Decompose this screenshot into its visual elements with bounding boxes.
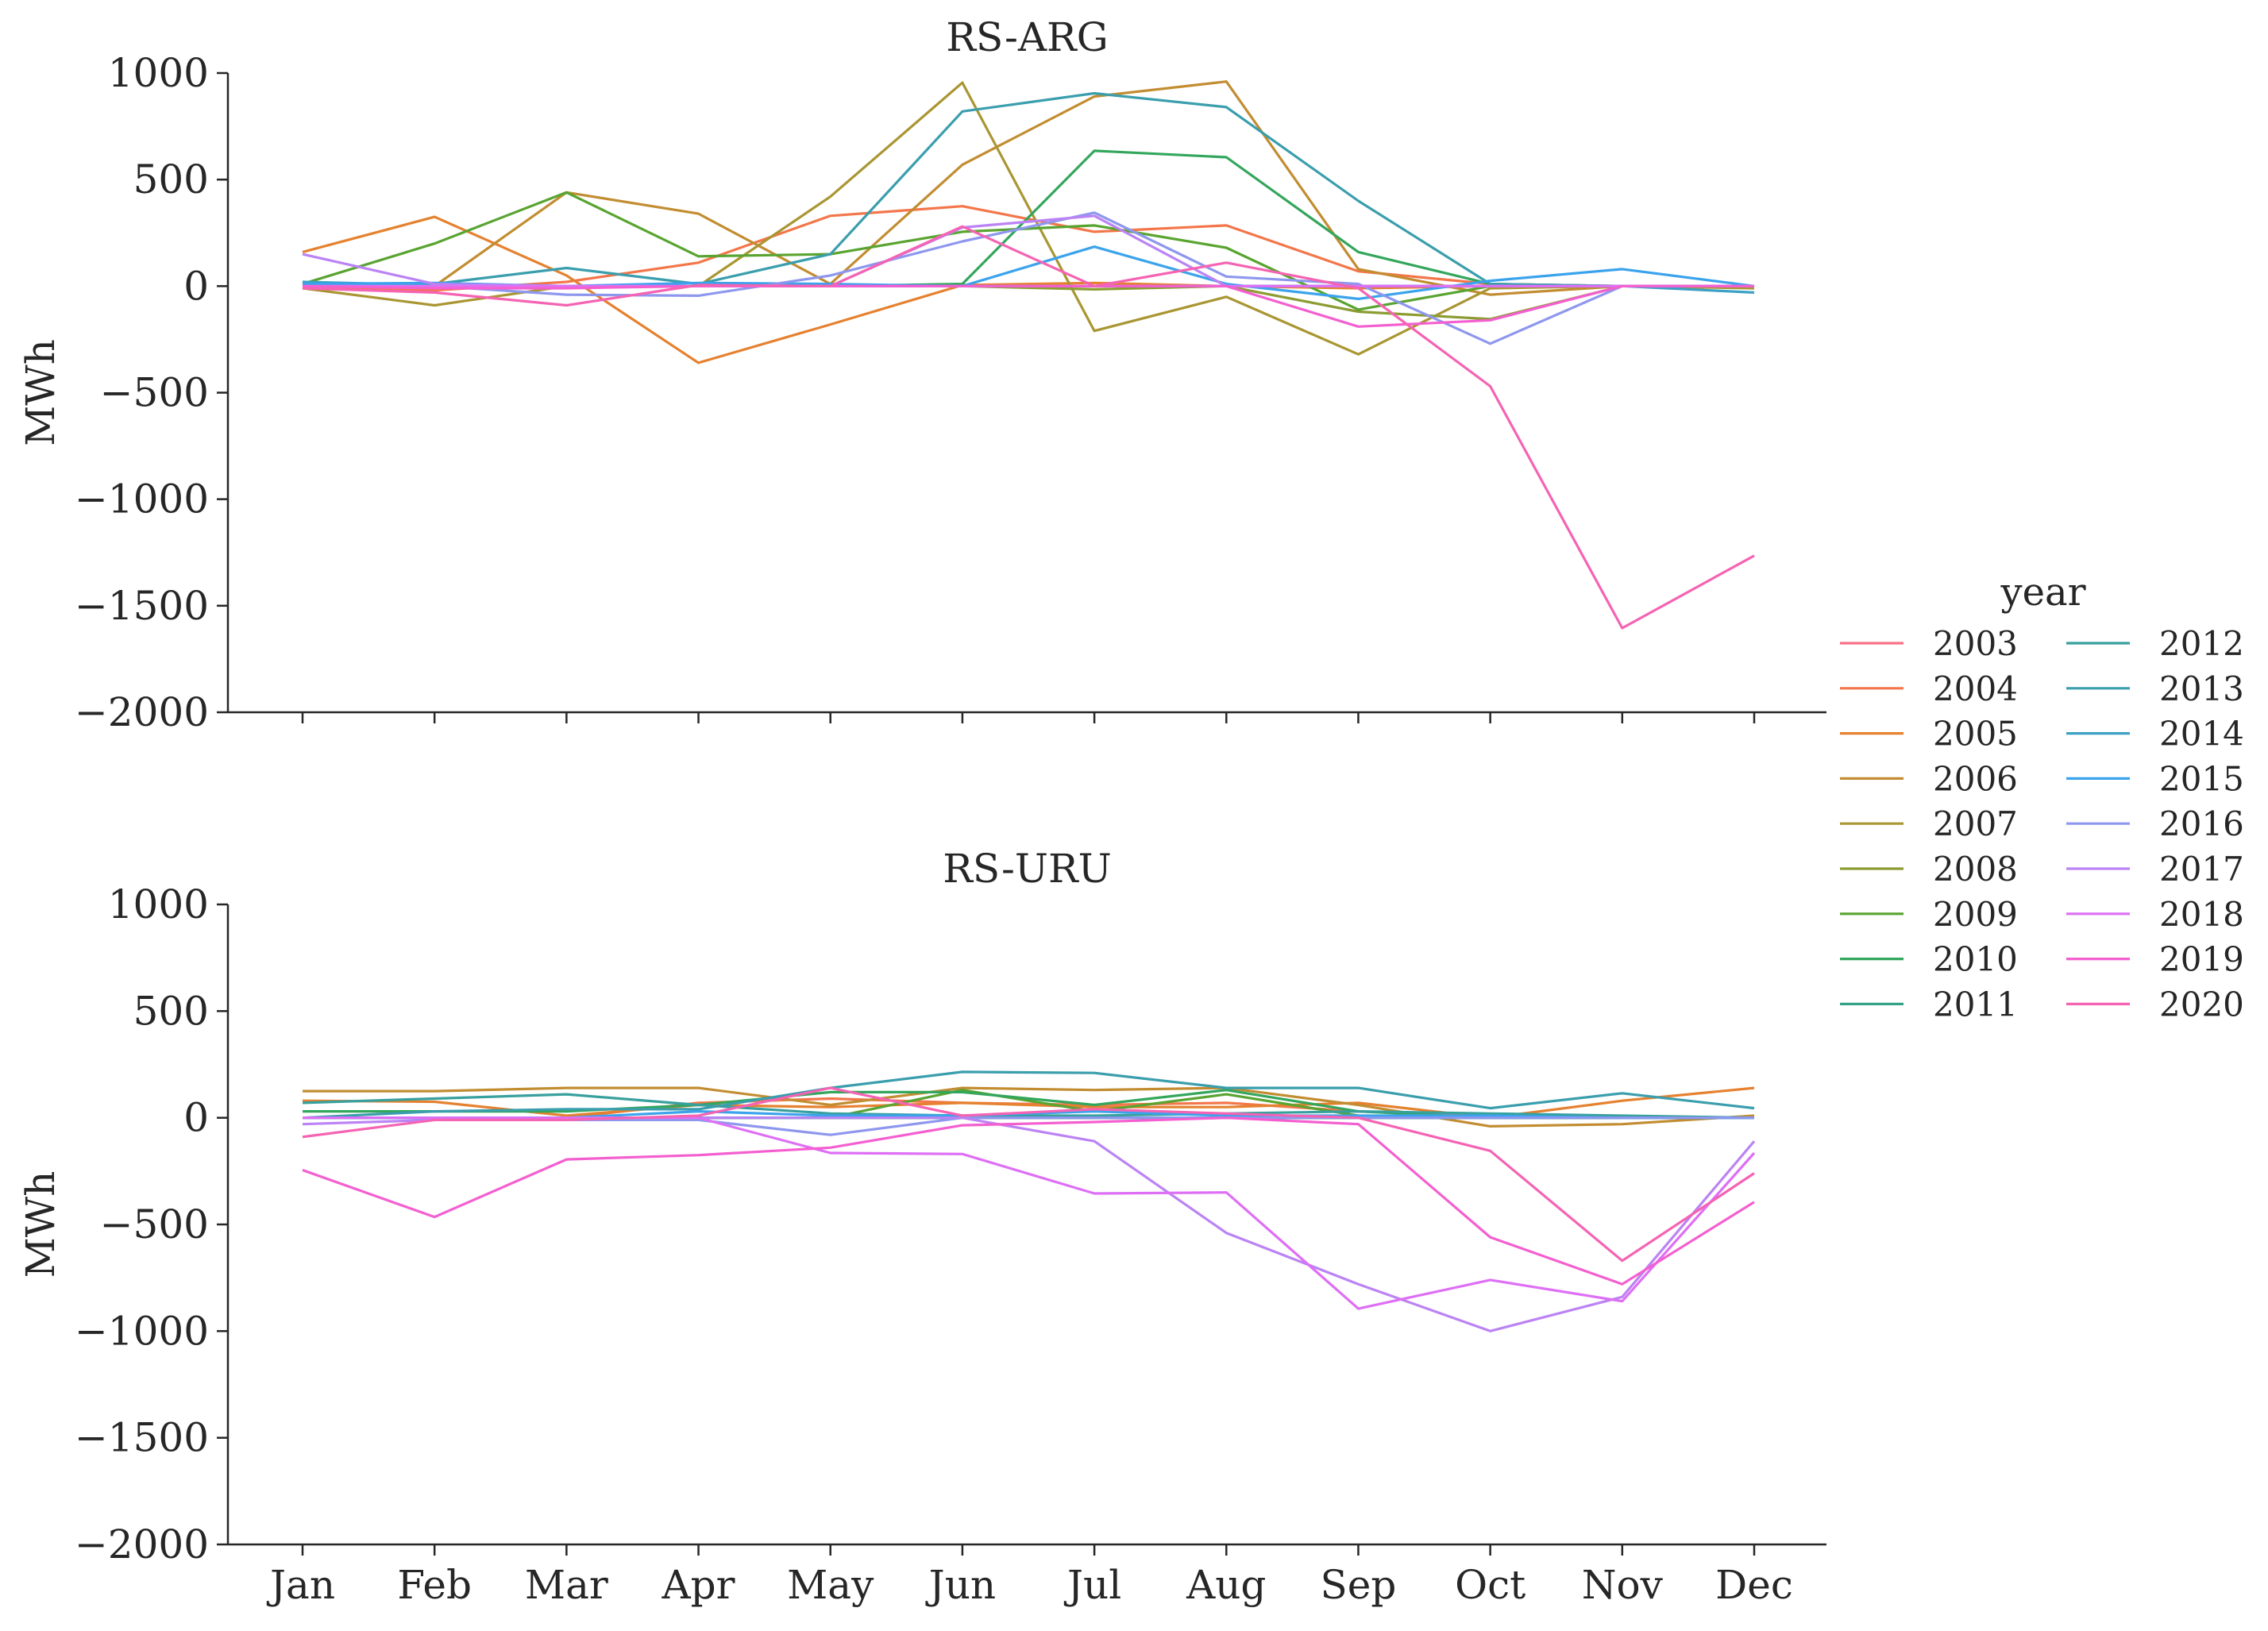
legend-label: 2004 (1933, 669, 2018, 708)
legend-item-2005: 2005 (1840, 715, 2018, 754)
y-tick-label: 1000 (108, 881, 209, 927)
y-tick-label: −1500 (75, 1415, 209, 1461)
series-line-2019 (302, 284, 1754, 328)
y-tick-label: 500 (133, 988, 209, 1034)
legend-label: 2019 (2159, 940, 2244, 979)
legend-item-2020: 2020 (2066, 985, 2244, 1024)
x-tick-label-mar: Mar (525, 1562, 608, 1608)
legend-label: 2018 (2159, 895, 2244, 934)
legend-item-2004: 2004 (1840, 669, 2018, 708)
series-line-2020 (302, 1086, 1755, 1263)
series-line-2020 (302, 225, 1755, 630)
legend-item-2006: 2006 (1840, 759, 2018, 798)
legend-label: 2007 (1933, 804, 2018, 843)
x-tick-label-aug: Aug (1186, 1562, 1266, 1608)
legend-item-2011: 2011 (1840, 985, 2018, 1024)
x-tick-label-may: May (787, 1562, 874, 1608)
y-axis-label: MWh (17, 339, 64, 446)
legend: year 2003 2004 2005 2006 2007 2008 2009 2010 201… (1840, 570, 2244, 1024)
legend-label: 2008 (1933, 850, 2018, 889)
series-line-2018 (303, 1116, 1756, 1310)
legend-label: 2013 (2159, 669, 2244, 708)
legend-item-2014: 2014 (2066, 715, 2244, 754)
y-tick-label: −1000 (75, 1308, 209, 1354)
legend-label: 2003 (1933, 624, 2018, 663)
y-tick-label: −2000 (75, 1521, 209, 1567)
legend-item-2015: 2015 (2066, 759, 2244, 798)
legend-item-2013: 2013 (2066, 669, 2244, 708)
series-line-2005 (302, 215, 1754, 364)
legend-label: 2005 (1933, 715, 2018, 754)
series-line-2019 (302, 1116, 1755, 1286)
legend-label: 2009 (1933, 895, 2018, 934)
y-tick-label: 1000 (108, 50, 209, 96)
series-line-2017 (302, 1116, 1756, 1332)
legend-item-2008: 2008 (1840, 850, 2018, 889)
x-tick-label-feb: Feb (397, 1562, 472, 1608)
x-tick-label-nov: Nov (1582, 1562, 1664, 1608)
legend-label: 2016 (2159, 804, 2244, 843)
legend-item-2017: 2017 (2066, 850, 2244, 889)
legend-item-2003: 2003 (1840, 624, 2018, 663)
y-tick-label: −500 (100, 1201, 209, 1247)
legend-item-2019: 2019 (2066, 940, 2244, 979)
legend-label: 2010 (1933, 940, 2018, 979)
legend-title: year (2000, 570, 2085, 615)
x-tick-label-jun: Jun (925, 1562, 996, 1608)
legend-label: 2017 (2159, 850, 2244, 889)
y-tick-label: −1000 (75, 476, 209, 522)
series-line-2012 (302, 1093, 1755, 1120)
legend-label: 2012 (2159, 624, 2244, 663)
series-line-2006 (303, 1086, 1755, 1128)
legend-label: 2011 (1933, 985, 2018, 1024)
legend-item-2018: 2018 (2066, 895, 2244, 934)
x-tick-label-dec: Dec (1715, 1562, 1793, 1608)
series-line-2013 (302, 91, 1754, 287)
y-tick-label: −500 (100, 370, 209, 416)
x-tick-label-sep: Sep (1321, 1562, 1397, 1608)
legend-item-2012: 2012 (2066, 624, 2244, 663)
x-tick-label-apr: Apr (662, 1562, 735, 1608)
legend-item-2009: 2009 (1840, 895, 2018, 934)
legend-item-2010: 2010 (1840, 940, 2018, 979)
y-tick-label: −2000 (75, 689, 209, 735)
y-tick-label: 500 (133, 156, 209, 202)
y-tick-label: 0 (183, 263, 209, 309)
panel-title: RS-URU (943, 846, 1112, 892)
x-tick-label-jul: Jul (1063, 1562, 1121, 1608)
legend-label: 2006 (1933, 759, 2018, 798)
legend-label: 2020 (2159, 985, 2244, 1024)
panel-0: RS-ARG MWh −2000 −1500 −1000 −500 0 500 1000 (17, 14, 1826, 735)
legend-label: 2014 (2159, 715, 2244, 754)
legend-item-2007: 2007 (1840, 804, 2018, 843)
series-line-2016 (303, 211, 1754, 345)
panel-1: RS-URU MWh −2000 −1500 −1000 −500 0 500 1000 Jan F… (17, 846, 1826, 1608)
y-axis-label: MWh (17, 1171, 64, 1278)
panel-title: RS-ARG (946, 14, 1108, 60)
series-line-2013 (302, 1070, 1755, 1120)
series-line-2006 (302, 80, 1754, 296)
legend-label: 2015 (2159, 759, 2244, 798)
y-tick-label: 0 (183, 1095, 209, 1141)
x-tick-label-oct: Oct (1455, 1562, 1526, 1608)
x-tick-label-jan: Jan (266, 1562, 335, 1608)
y-tick-label: −1500 (75, 583, 209, 629)
legend-item-2016: 2016 (2066, 804, 2244, 843)
